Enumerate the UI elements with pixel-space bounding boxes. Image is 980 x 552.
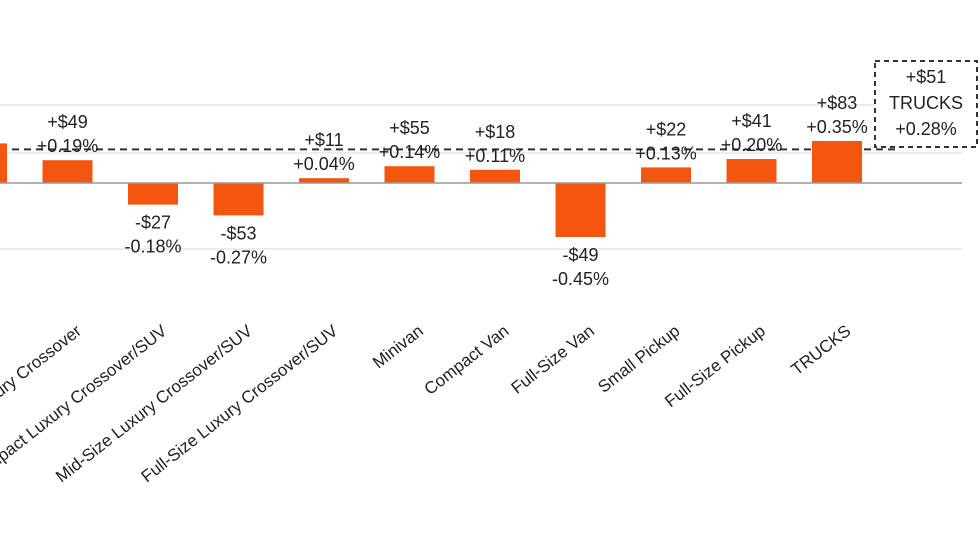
- value-label-dollar-2: -$27: [135, 213, 171, 233]
- bar-9: [726, 159, 777, 183]
- value-label-percent-1: +0.19%: [37, 136, 99, 156]
- value-label-dollar-10: +$83: [817, 93, 858, 113]
- bar-4: [299, 178, 349, 183]
- bar-7: [555, 183, 606, 237]
- value-label-percent-7: -0.45%: [552, 269, 609, 289]
- value-labels: %+$49+0.19%-$27-0.18%-$53-0.27%+$11+0.04…: [37, 93, 868, 289]
- value-label-percent-2: -0.18%: [124, 237, 181, 257]
- bar-0: [0, 143, 7, 183]
- value-label-dollar-7: -$49: [562, 245, 598, 265]
- category-label-10: TRUCKS: [788, 321, 855, 379]
- category-label-8: Small Pickup: [594, 321, 683, 396]
- value-label-dollar-8: +$22: [646, 119, 687, 139]
- value-label-percent-8: +0.13%: [635, 143, 697, 163]
- value-label-dollar-3: -$53: [220, 223, 256, 243]
- category-label-6: Compact Van: [421, 321, 513, 399]
- bar-3: [213, 183, 264, 216]
- bars: [0, 141, 862, 237]
- value-label-percent-3: -0.27%: [210, 247, 267, 267]
- category-label-5: Minivan: [369, 321, 427, 372]
- bar-6: [470, 169, 520, 183]
- reference-callout-dollar: +$51: [906, 67, 947, 87]
- reference-callout: +$51 TRUCKS +0.28%: [874, 60, 978, 148]
- value-label-dollar-6: +$18: [475, 122, 516, 142]
- value-label-dollar-1: +$49: [47, 112, 88, 132]
- gridlines: [0, 104, 962, 250]
- reference-callout-name: TRUCKS: [889, 93, 963, 113]
- bar-8: [641, 167, 691, 183]
- value-label-percent-6: +0.11%: [465, 146, 525, 166]
- value-label-percent-10: +0.35%: [806, 117, 868, 137]
- bar-5: [384, 166, 435, 183]
- bar-10: [812, 141, 862, 183]
- value-label-percent-5: +0.14%: [379, 142, 441, 162]
- value-label-dollar-9: +$41: [731, 111, 772, 131]
- category-label-7: Full-Size Van: [508, 321, 598, 397]
- value-label-dollar-4: +$11: [304, 130, 343, 150]
- value-label-percent-9: +0.20%: [721, 135, 783, 155]
- bar-1: [42, 160, 93, 183]
- value-label-dollar-5: +$55: [389, 118, 430, 138]
- bar-2: [128, 183, 178, 205]
- reference-callout-percent: +0.28%: [895, 119, 957, 139]
- value-label-percent-4: +0.04%: [293, 154, 355, 174]
- reference-callout-box: [874, 60, 978, 148]
